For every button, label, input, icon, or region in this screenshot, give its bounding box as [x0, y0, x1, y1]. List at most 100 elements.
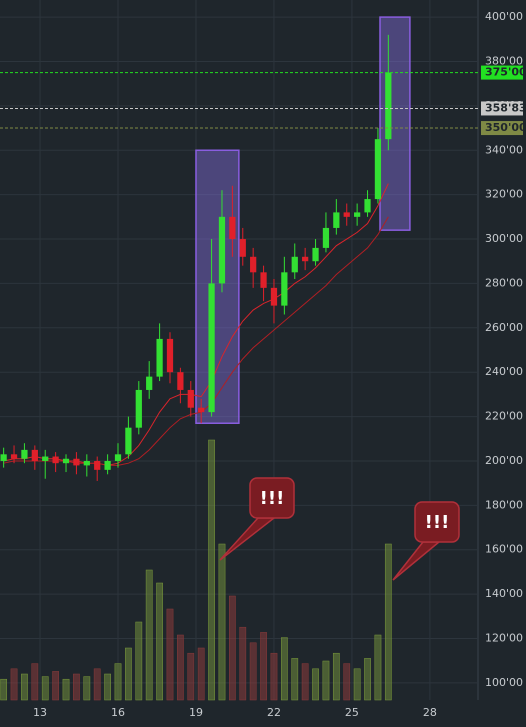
volume-bar [229, 595, 236, 701]
x-tick-label: 25 [345, 706, 359, 719]
candle-body [62, 458, 70, 464]
volume-bar [21, 673, 28, 701]
x-tick-label: 19 [189, 706, 203, 719]
candle-body [52, 456, 59, 464]
volume-bar [114, 663, 122, 701]
candle-body [364, 199, 371, 213]
candle-body [31, 449, 38, 461]
candle-body [10, 454, 18, 459]
y-tick-label: 200'00 [485, 454, 523, 467]
bubble-tail [392, 541, 442, 581]
volume-bar [197, 647, 205, 701]
bubble-text: !!! [260, 488, 285, 509]
volume-bar [374, 634, 382, 701]
candle-body [218, 216, 226, 284]
y-tick-label: 320'00 [485, 188, 523, 201]
candle-body [302, 256, 309, 262]
volume-bar [364, 658, 371, 701]
volume-bar [239, 626, 247, 701]
volume-bar [187, 652, 195, 701]
volume-bar [280, 637, 288, 701]
volume-bar [125, 647, 132, 701]
volume-bar [270, 652, 278, 701]
y-tick-label: 100'00 [485, 676, 523, 689]
price-tag [481, 101, 523, 116]
volume-bar [62, 678, 70, 701]
x-tick-label: 22 [267, 706, 281, 719]
price-tag-label: 358'83 [485, 101, 526, 114]
candle-body [94, 460, 101, 470]
candle-body [343, 212, 350, 217]
candle-body [239, 239, 246, 257]
candle-body [229, 216, 236, 240]
volume-bar [312, 668, 319, 701]
volume-bar [218, 543, 226, 701]
volume-bar [93, 668, 101, 701]
volume-bar [73, 673, 80, 701]
y-tick-label: 340'00 [485, 143, 523, 156]
y-tick-label: 260'00 [485, 321, 523, 334]
price-tag [481, 65, 523, 80]
y-tick-label: 180'00 [485, 498, 523, 511]
y-tick-label: 240'00 [485, 365, 523, 378]
candle-body [125, 427, 132, 455]
price-tag-label: 375'00 [485, 66, 526, 79]
bubble-tail [219, 517, 277, 561]
volume-bar [156, 582, 163, 701]
volume-bar [41, 676, 49, 701]
candle-body [354, 212, 361, 217]
candle-body [187, 389, 194, 408]
price-tag [481, 121, 523, 136]
candle-body [385, 72, 392, 140]
highlight-box [379, 16, 411, 231]
price-tag-label: 350'00 [485, 121, 526, 134]
volume-bar [83, 676, 91, 701]
volume-bar [135, 621, 143, 701]
volume-bar [104, 673, 111, 701]
y-tick-label: 300'00 [485, 232, 523, 245]
volume-bar [384, 543, 392, 701]
volume-bar [291, 658, 299, 701]
volume-bar [353, 668, 361, 701]
y-tick-label: 280'00 [485, 276, 523, 289]
candle-body [0, 454, 7, 461]
candle-body [260, 272, 267, 288]
x-tick-label: 13 [33, 706, 47, 719]
candle-body [177, 372, 184, 390]
volume-bar [166, 608, 174, 701]
candle-body [250, 256, 257, 273]
bubble [414, 501, 460, 543]
y-tick-label: 120'00 [485, 632, 523, 645]
volume-bar [52, 671, 59, 701]
volume-bar [343, 663, 351, 701]
volume-bar [10, 668, 18, 701]
candle-body [146, 376, 153, 390]
volume-bar [322, 660, 330, 701]
candle-body [312, 247, 319, 262]
volume-bar [301, 663, 309, 701]
candle-body [104, 460, 111, 470]
volume-bar [145, 569, 153, 701]
candle-body [374, 139, 382, 200]
candle-body [156, 338, 163, 377]
bubble [249, 477, 295, 519]
candle-body [291, 256, 298, 273]
candle-body [73, 458, 80, 466]
volume-bar [332, 652, 340, 701]
candle-body [198, 407, 205, 413]
candle-body [135, 389, 142, 428]
x-tick-label: 28 [423, 706, 437, 719]
x-tick-label: 16 [111, 706, 125, 719]
volume-bar [31, 663, 39, 701]
candle-body [83, 460, 90, 466]
candle-body [21, 449, 28, 459]
y-tick-label: 160'00 [485, 543, 523, 556]
candle-body [166, 338, 174, 373]
highlight-box [195, 149, 240, 424]
y-tick-label: 140'00 [485, 587, 523, 600]
volume-bar [0, 678, 8, 701]
candle-body [281, 272, 288, 306]
volume-bar [249, 642, 257, 701]
candle-body [208, 283, 215, 413]
candle-body [270, 287, 278, 306]
